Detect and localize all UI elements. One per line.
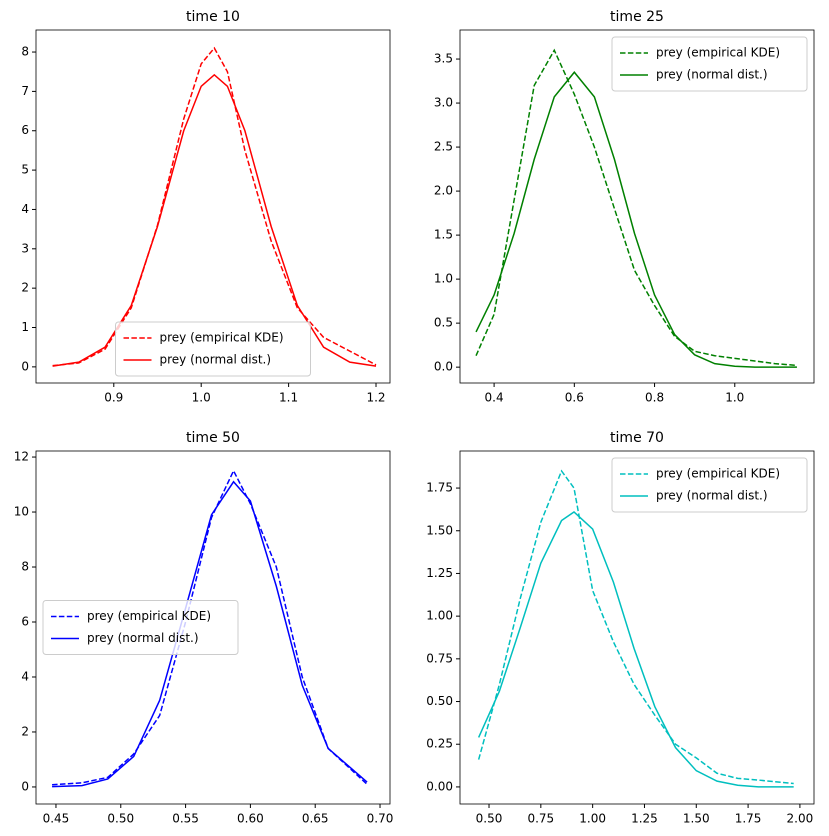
y-tick-label: 4 [21, 669, 29, 683]
y-tick-label: 5 [21, 163, 29, 177]
y-tick-label: 1.00 [426, 609, 453, 623]
y-tick-label: 6 [21, 615, 29, 629]
y-tick-label: 7 [21, 84, 29, 98]
legend-label: prey (empirical KDE) [87, 609, 211, 623]
legend-label: prey (normal dist.) [656, 489, 768, 503]
y-tick-label: 0 [21, 779, 29, 793]
y-tick-label: 8 [21, 560, 29, 574]
axes-frame [459, 29, 815, 384]
series-line [52, 480, 368, 788]
series-line [52, 46, 377, 367]
x-tick-label: 1.0 [192, 391, 211, 405]
y-tick-label: 0 [21, 359, 29, 373]
x-tick-label: 0.75 [527, 812, 554, 826]
subplot-title: time 70 [610, 430, 664, 446]
x-tick-label: 0.6 [565, 391, 584, 405]
legend-box [115, 321, 311, 377]
legend-label: prey (empirical KDE) [656, 467, 780, 481]
y-tick-label: 6 [21, 123, 29, 137]
legend-label: prey (normal dist.) [656, 68, 768, 82]
x-tick-label: 0.50 [107, 812, 134, 826]
legend: prey (empirical KDE) prey (normal dist.) [42, 600, 239, 655]
series-line [475, 48, 798, 367]
subplot-title: time 25 [610, 9, 664, 25]
y-tick-label: 3 [21, 241, 29, 255]
subplot: time 70 0.50 0.75 1.00 1.25 1.50 1.75 2.00 0.00 0… [426, 430, 815, 826]
y-tick-label: 1.5 [434, 228, 453, 242]
series-line [52, 73, 377, 367]
subplot-title: time 10 [186, 9, 240, 25]
axes-frame [35, 29, 391, 384]
y-tick-label: 3.0 [434, 96, 453, 110]
series-line [477, 469, 794, 785]
y-tick-label: 4 [21, 202, 29, 216]
y-tick-label: 0.00 [426, 779, 453, 793]
y-tick-label: 1.25 [426, 566, 453, 580]
y-tick-label: 1.0 [434, 272, 453, 286]
y-tick-label: 3.5 [434, 52, 453, 66]
x-tick-label: 1.50 [683, 812, 710, 826]
subplot: time 10 0.9 1.0 1.1 1.2 0 1 2 3 4 5 6 7 8 prey (empiri… [21, 9, 391, 405]
y-tick-label: 2.5 [434, 140, 453, 154]
y-tick-label: 0.50 [426, 694, 453, 708]
x-tick-label: 0.50 [476, 812, 503, 826]
y-tick-label: 0.5 [434, 316, 453, 330]
axes-frame [459, 450, 815, 805]
y-tick-label: 1 [21, 320, 29, 334]
y-tick-label: 1.50 [426, 523, 453, 537]
legend: prey (empirical KDE) prey (normal dist.) [611, 457, 808, 513]
legend: prey (empirical KDE) prey (normal dist.) [115, 321, 311, 377]
y-tick-label: 10 [14, 505, 29, 519]
x-tick-label: 0.8 [645, 391, 664, 405]
y-tick-label: 2 [21, 724, 29, 738]
subplot: time 25 0.4 0.6 0.8 1.0 0.0 0.5 1.0 1.5 2.0 2.5 3.0… [434, 9, 815, 405]
legend-label: prey (empirical KDE) [656, 46, 780, 60]
x-tick-label: 0.60 [237, 812, 264, 826]
y-tick-label: 2 [21, 281, 29, 295]
x-tick-label: 1.75 [735, 812, 762, 826]
x-tick-label: 2.00 [787, 812, 814, 826]
legend-box [611, 36, 808, 92]
subplot: time 50 0.45 0.50 0.55 0.60 0.65 0.70 0 2 4 6 8 10 12… [14, 430, 394, 826]
x-tick-label: 0.9 [104, 391, 123, 405]
y-tick-label: 0.0 [434, 360, 453, 374]
series-line [477, 511, 794, 788]
y-tick-label: 0.75 [426, 651, 453, 665]
x-tick-label: 0.4 [485, 391, 504, 405]
y-tick-label: 1.75 [426, 481, 453, 495]
y-tick-label: 8 [21, 45, 29, 59]
y-tick-label: 2.0 [434, 184, 453, 198]
y-tick-label: 0.25 [426, 737, 453, 751]
series-line [475, 71, 797, 368]
x-tick-label: 1.2 [366, 391, 385, 405]
legend-label: prey (normal dist.) [160, 353, 272, 367]
subplot-title: time 50 [186, 430, 240, 446]
legend-label: prey (empirical KDE) [160, 331, 284, 345]
x-tick-label: 1.00 [579, 812, 606, 826]
x-tick-label: 0.65 [302, 812, 329, 826]
x-tick-label: 0.55 [172, 812, 199, 826]
x-tick-label: 0.45 [43, 812, 70, 826]
legend: prey (empirical KDE) prey (normal dist.) [611, 36, 808, 92]
legend-label: prey (normal dist.) [87, 631, 199, 645]
x-tick-label: 0.70 [367, 812, 394, 826]
y-tick-label: 12 [14, 450, 29, 464]
axes-frame [35, 450, 391, 805]
legend-box [42, 600, 239, 655]
x-tick-label: 1.25 [631, 812, 658, 826]
legend-box [611, 457, 808, 513]
x-tick-label: 1.1 [279, 391, 298, 405]
x-tick-label: 1.0 [725, 391, 744, 405]
